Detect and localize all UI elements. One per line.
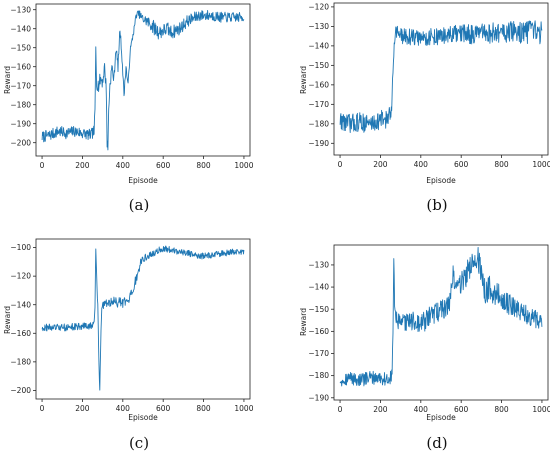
panel-a-ytick-label: −170: [10, 81, 31, 90]
panel-a-ytick-label: −150: [10, 43, 31, 52]
panel-d-ytick-label: −140: [308, 283, 329, 292]
panel-a-caption: (a): [129, 196, 150, 214]
panel-a-ylabel: Reward: [3, 66, 12, 94]
panel-b-ylabel: Reward: [299, 66, 308, 94]
panel-c-ytick-label: −140: [10, 300, 31, 309]
panel-d-ticks: 0 200 400 600 800 1000 −190 −180 −170 −160 −150 −14…: [308, 261, 550, 414]
panel-a-ticks: 0 200 400 600 800 1000 −200 −190 −180 −170 −160 −15…: [10, 5, 253, 170]
panel-d-caption: (d): [426, 434, 447, 452]
panel-b-xtick-label: 400: [414, 160, 429, 169]
panel-d-ytick-label: −190: [308, 393, 329, 402]
panel-b-plot-frame: [333, 2, 549, 156]
panel-b-ytick-label: −190: [308, 139, 329, 148]
panel-b-ytick-label: −170: [308, 100, 329, 109]
panel-a-xtick-label: 0: [40, 161, 45, 170]
panel-c-reward-line: [41, 245, 245, 391]
panel-a-xtick-label: 1000: [234, 161, 253, 170]
panel-b-xtick-label: 600: [454, 160, 469, 169]
panel-b-xtick-label: 800: [494, 160, 509, 169]
panel-c-ytick-label: −120: [10, 272, 31, 281]
panel-a-ytick-label: −130: [10, 5, 31, 14]
panel-a-ytick-label: −200: [10, 138, 31, 147]
panel-a-xlabel: Episode: [128, 176, 158, 185]
panel-c-line-layer: [41, 245, 245, 391]
panel-d-ytick-label: −150: [308, 305, 329, 314]
panel-d-ylabel: Reward: [299, 308, 308, 336]
panel-b-ytick-label: −180: [308, 119, 329, 128]
panel-a-xtick-label: 400: [116, 161, 131, 170]
panel-d-ytick-label: −160: [308, 327, 329, 336]
panel-c-xlabel: Episode: [128, 413, 158, 422]
panel-a-ytick-label: −140: [10, 24, 31, 33]
panel-c-ticks: 0 200 400 600 800 1000 −200 −180 −160 −140 −120 −10…: [10, 243, 253, 413]
panel-c-caption: (c): [129, 434, 149, 452]
panel-a-xtick-label: 200: [75, 161, 90, 170]
panel-d-ytick-label: −180: [308, 371, 329, 380]
panel-d-xtick-label: 1000: [532, 405, 550, 414]
panel-a-xtick-label: 800: [196, 161, 211, 170]
panel-c-ytick-label: −180: [10, 357, 31, 366]
panel-b: 0 200 400 600 800 1000 −190 −180 −170 −160 −150 −14…: [299, 2, 550, 214]
panel-d-xtick-label: 600: [454, 405, 469, 414]
panel-b-ticks: 0 200 400 600 800 1000 −190 −180 −170 −160 −150 −14…: [308, 2, 550, 169]
panel-a-ytick-label: −160: [10, 62, 31, 71]
panel-b-xtick-label: 1000: [532, 160, 550, 169]
panel-b-ytick-label: −120: [308, 2, 329, 11]
panel-c-xtick-label: 800: [196, 404, 211, 413]
panel-b-xtick-label: 0: [338, 160, 343, 169]
panel-d-xtick-label: 200: [373, 405, 388, 414]
panel-b-line-layer: [339, 20, 543, 133]
panel-b-caption: (b): [426, 196, 447, 214]
panel-a-plot-frame: [35, 3, 251, 157]
panel-c-xtick-label: 1000: [234, 404, 253, 413]
panel-d-ytick-label: −170: [308, 349, 329, 358]
panel-d-line-layer: [339, 246, 543, 387]
panel-d-xlabel: Episode: [426, 413, 456, 422]
panel-b-ytick-label: −160: [308, 80, 329, 89]
panel-c-plot-frame: [35, 238, 251, 400]
panel-a-reward-line: [41, 9, 245, 151]
panel-b-ytick-label: −140: [308, 41, 329, 50]
panel-d-xtick-label: 400: [414, 405, 429, 414]
panel-a-ytick-label: −180: [10, 100, 31, 109]
panel-c-xtick-label: 0: [40, 404, 45, 413]
panel-c-ytick-label: −100: [10, 243, 31, 252]
panel-d-ytick-label: −130: [308, 261, 329, 270]
panel-b-reward-line: [339, 20, 543, 133]
panel-d: 0 200 400 600 800 1000 −190 −180 −170 −160 −150 −14…: [299, 244, 550, 452]
panel-c: 0 200 400 600 800 1000 −200 −180 −160 −140 −120 −10…: [3, 238, 254, 452]
panel-d-xtick-label: 800: [494, 405, 509, 414]
panel-c-ylabel: Reward: [3, 306, 12, 334]
panel-c-xtick-label: 600: [156, 404, 171, 413]
panel-c-xtick-label: 200: [75, 404, 90, 413]
panel-c-ytick-label: −200: [10, 386, 31, 395]
panel-c-xtick-label: 400: [116, 404, 131, 413]
panel-b-ytick-label: −130: [308, 22, 329, 31]
panel-d-xtick-label: 0: [338, 405, 343, 414]
panel-a: 0 200 400 600 800 1000 −200 −190 −180 −170 −160 −15…: [3, 3, 254, 214]
panel-b-ytick-label: −150: [308, 61, 329, 70]
panel-d-reward-line: [339, 246, 543, 387]
panel-a-xtick-label: 600: [156, 161, 171, 170]
panel-b-xtick-label: 200: [373, 160, 388, 169]
panel-a-ytick-label: −190: [10, 119, 31, 128]
panel-c-ytick-label: −160: [10, 329, 31, 338]
panel-b-xlabel: Episode: [426, 176, 456, 185]
panel-a-line-layer: [41, 9, 245, 151]
